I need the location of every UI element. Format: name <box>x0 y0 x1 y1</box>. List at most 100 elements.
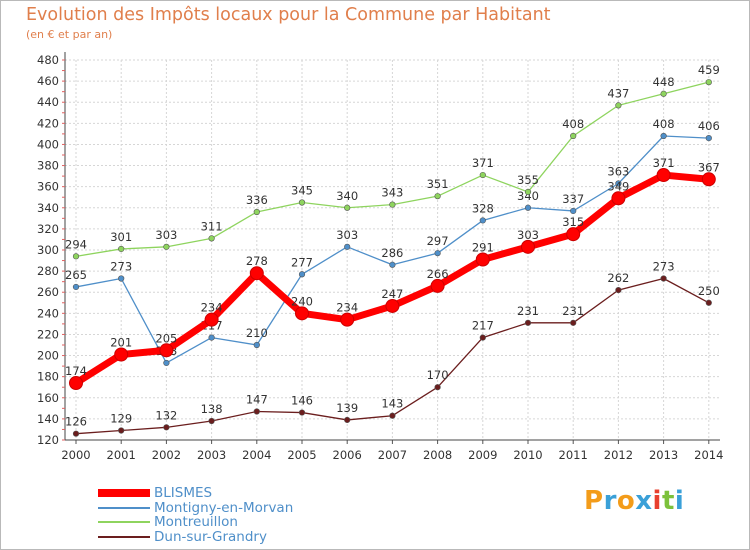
data-point <box>163 424 170 431</box>
data-label: 129 <box>110 412 132 426</box>
data-label: 273 <box>110 260 132 274</box>
data-label: 371 <box>653 156 675 170</box>
logo-letter: i <box>652 486 662 516</box>
data-label: 303 <box>155 228 177 242</box>
y-tick-label: 280 <box>37 264 59 278</box>
y-tick-label: 180 <box>37 370 59 384</box>
y-tick-label: 140 <box>37 412 59 426</box>
data-point <box>434 384 441 391</box>
data-point <box>72 283 80 291</box>
data-point <box>521 239 535 254</box>
logo-letter: t <box>661 486 675 516</box>
data-label: 340 <box>517 189 539 203</box>
logo-letter: o <box>616 486 636 516</box>
x-tick-label: 2011 <box>559 448 588 462</box>
x-tick-label: 2003 <box>197 448 226 462</box>
data-point <box>660 275 667 282</box>
data-point <box>208 235 215 242</box>
chart-legend: BLISMES Montigny-en-Morvan Montreuillon Dun… <box>98 486 293 544</box>
data-point <box>163 359 170 367</box>
data-label: 240 <box>291 294 313 308</box>
data-point <box>524 319 532 326</box>
x-tick-label: 2000 <box>61 448 90 462</box>
data-label: 340 <box>336 189 358 203</box>
data-label: 343 <box>381 186 403 200</box>
data-point <box>208 417 215 425</box>
y-tick-label: 200 <box>37 349 59 363</box>
x-tick-label: 2014 <box>694 448 723 462</box>
data-point <box>705 299 712 306</box>
data-point <box>475 252 490 267</box>
data-point <box>298 199 306 206</box>
data-label: 146 <box>291 394 313 408</box>
data-point <box>118 275 125 282</box>
data-point <box>69 376 83 390</box>
data-point <box>295 306 309 321</box>
data-point <box>660 132 667 140</box>
data-label: 408 <box>653 117 675 131</box>
data-point <box>298 409 306 416</box>
data-label: 147 <box>246 393 268 407</box>
data-label: 250 <box>698 284 720 298</box>
data-point <box>524 188 532 196</box>
data-label: 262 <box>607 271 629 285</box>
data-label: 303 <box>517 228 539 242</box>
data-label: 231 <box>562 304 584 318</box>
data-label: 328 <box>472 201 494 215</box>
legend-label: Dun-sur-Grandry <box>154 528 267 545</box>
data-point <box>118 427 125 434</box>
x-tick-label: 2002 <box>152 448 181 462</box>
data-label: 138 <box>201 402 223 416</box>
chart-title: Evolution des Impôts locaux pour la Comm… <box>26 5 551 25</box>
logo-letter: i <box>674 486 685 516</box>
data-point <box>705 135 712 142</box>
x-tick-label: 2012 <box>604 448 633 462</box>
data-label: 265 <box>65 268 87 282</box>
x-tick-label: 2007 <box>378 448 407 462</box>
data-label: 448 <box>653 75 675 89</box>
data-label: 336 <box>246 193 268 207</box>
data-label: 459 <box>698 63 720 77</box>
data-point <box>615 287 622 294</box>
data-label: 294 <box>65 237 87 251</box>
data-label: 205 <box>155 331 177 345</box>
data-point <box>389 261 396 268</box>
data-point <box>114 347 129 362</box>
data-point <box>660 90 667 97</box>
logo-letter: P <box>584 486 604 516</box>
data-point <box>570 319 577 326</box>
data-label: 311 <box>201 219 223 233</box>
data-label: 201 <box>110 336 132 350</box>
data-label: 210 <box>246 326 268 340</box>
legend-label: Montreuillon <box>154 514 238 531</box>
data-point <box>389 201 396 208</box>
y-tick-label: 420 <box>37 116 59 130</box>
data-label: 437 <box>607 86 629 100</box>
data-point <box>344 204 351 211</box>
data-label: 367 <box>698 160 720 174</box>
data-point <box>159 343 174 358</box>
y-tick-label: 240 <box>37 306 59 320</box>
y-tick-label: 460 <box>37 74 59 88</box>
y-tick-label: 300 <box>37 243 59 257</box>
y-tick-label: 260 <box>37 285 59 299</box>
data-label: 273 <box>653 260 675 274</box>
y-tick-label: 340 <box>37 201 59 215</box>
data-label: 345 <box>291 184 313 198</box>
data-label: 266 <box>427 267 449 281</box>
data-label: 291 <box>472 241 494 255</box>
data-point <box>72 430 80 437</box>
data-label: 277 <box>291 255 313 269</box>
data-point <box>118 245 125 253</box>
legend-swatch <box>98 506 150 509</box>
y-tick-label: 440 <box>37 95 59 109</box>
proxiti-logo: Proxiti <box>584 486 684 516</box>
data-label: 174 <box>65 364 87 378</box>
data-label: 371 <box>472 156 494 170</box>
data-label: 126 <box>65 415 87 429</box>
data-label: 406 <box>698 119 720 133</box>
x-tick-label: 2010 <box>513 448 542 462</box>
data-label: 301 <box>110 230 132 244</box>
data-label: 363 <box>607 165 629 179</box>
data-label: 217 <box>472 319 494 333</box>
